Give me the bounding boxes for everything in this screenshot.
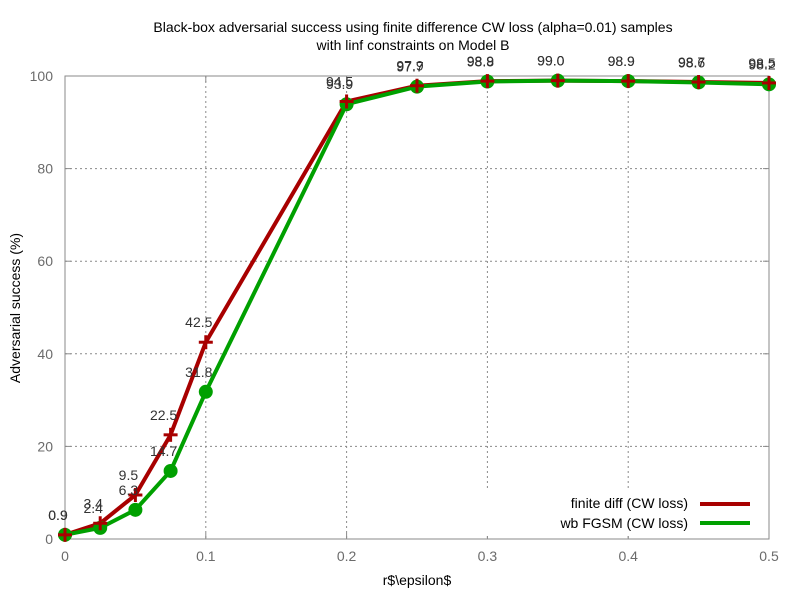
- chart-title-line-1: Black-box adversarial success using fini…: [153, 19, 672, 35]
- y-tick-label: 0: [45, 531, 53, 547]
- data-label-finite-diff: 9.5: [119, 467, 139, 483]
- data-point-finite-diff: [410, 78, 424, 93]
- data-label-finite-diff: 42.5: [185, 314, 212, 330]
- data-point-finite-diff: [691, 75, 706, 90]
- legend-label-wb-fgsm: wb FGSM (CW loss): [559, 515, 688, 531]
- y-tick-label: 80: [37, 161, 53, 177]
- data-label-finite-diff: 22.5: [150, 407, 177, 423]
- data-point-finite-diff: [550, 73, 565, 88]
- data-point-finite-diff: [621, 74, 636, 89]
- data-label-finite-diff: 94.5: [326, 73, 353, 89]
- data-point-wb-fgsm: [128, 502, 143, 517]
- data-label-wb-fgsm: 98.8: [467, 54, 494, 70]
- data-point-wb-fgsm: [198, 384, 213, 399]
- x-tick-label: 0.3: [478, 548, 498, 564]
- x-tick-label: 0.4: [618, 548, 638, 564]
- legend: finite diff (CW loss) wb FGSM (CW loss): [480, 488, 763, 536]
- data-point-finite-diff: [339, 94, 354, 109]
- y-tick-label: 20: [37, 438, 53, 454]
- y-tick-label: 40: [37, 346, 53, 362]
- data-labels: 0.93.49.522.542.594.597.9 98.9 99.0 98.9 98.…: [48, 53, 776, 523]
- data-point-finite-diff: [762, 75, 776, 90]
- data-label-finite-diff: 99.0: [537, 53, 564, 69]
- axis-ticks: 0 0.1 0.2 0.3 0.4 0.5 0 20 40 60 80 100: [30, 68, 779, 564]
- data-label-wb-fgsm: 98.9: [608, 53, 635, 69]
- data-label-finite-diff: 3.4: [83, 495, 103, 511]
- data-label-finite-diff: 0.9: [48, 507, 68, 523]
- grid: [65, 76, 769, 539]
- data-label-finite-diff: 98.7: [678, 54, 705, 70]
- x-tick-label: 0.1: [196, 548, 216, 564]
- legend-label-finite-diff: finite diff (CW loss): [571, 495, 688, 511]
- data-label-finite-diff: 98.5: [748, 55, 775, 71]
- data-label-wb-fgsm: 14.7: [150, 443, 177, 459]
- x-tick-label: 0: [61, 548, 69, 564]
- x-tick-label: 0.5: [759, 548, 779, 564]
- y-tick-label: 100: [30, 68, 54, 84]
- data-point-finite-diff: [480, 74, 495, 89]
- data-label-finite-diff: 98.9: [608, 53, 635, 69]
- data-label-wb-fgsm: 0.9: [48, 507, 68, 523]
- x-tick-label: 0.2: [337, 548, 357, 564]
- data-label-wb-fgsm: 97.7: [396, 59, 423, 75]
- y-tick-label: 60: [37, 253, 53, 269]
- data-point-finite-diff: [198, 335, 213, 350]
- data-label-finite-diff: 98.9: [467, 53, 494, 69]
- data-label-wb-fgsm: 6.3: [119, 482, 139, 498]
- data-point-finite-diff: [128, 488, 143, 503]
- data-point-finite-diff: [163, 427, 178, 442]
- data-label-wb-fgsm: 99.0: [537, 53, 564, 69]
- data-label-wb-fgsm: 93.9: [326, 76, 353, 92]
- data-label-finite-diff: 97.9: [396, 58, 423, 74]
- y-axis-label: Adversarial success (%): [7, 233, 23, 383]
- data-point-wb-fgsm: [163, 463, 178, 478]
- data-point-finite-diff: [93, 516, 108, 531]
- legend-background: [480, 488, 763, 536]
- chart-title-line-2: with linf constraints on Model B: [316, 37, 510, 53]
- data-point-finite-diff: [58, 527, 72, 542]
- data-label-wb-fgsm: 98.6: [678, 54, 705, 70]
- series-group: [58, 73, 776, 542]
- data-label-wb-fgsm: 98.2: [748, 56, 775, 72]
- data-label-wb-fgsm: 31.8: [185, 364, 212, 380]
- data-label-wb-fgsm: 2.4: [83, 500, 103, 516]
- x-axis-label: r$\epsilon$: [383, 572, 452, 588]
- plot-frame: [64, 75, 770, 540]
